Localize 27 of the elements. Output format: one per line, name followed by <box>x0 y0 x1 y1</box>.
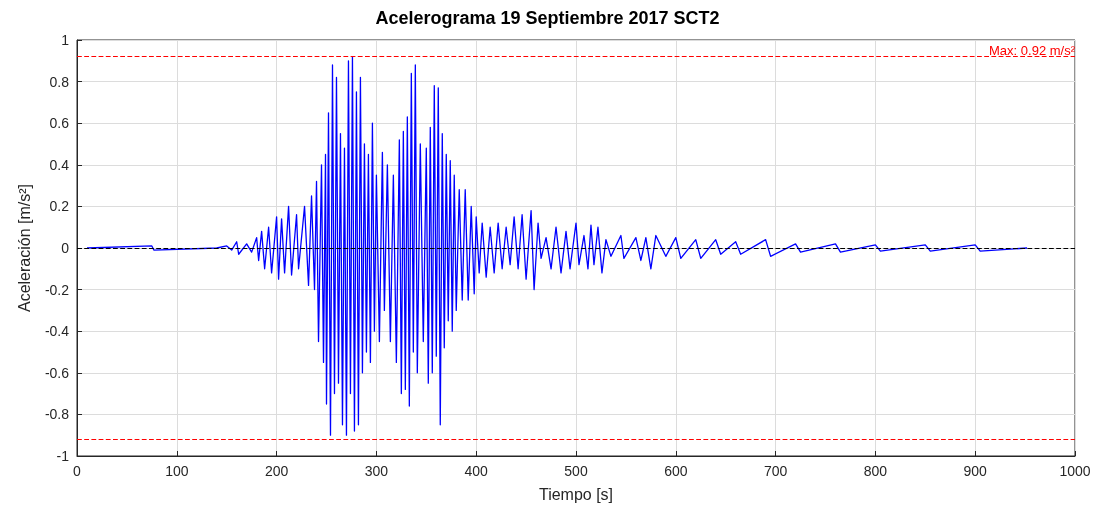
x-tick-label: 300 <box>364 463 389 479</box>
y-tick-label: 0.8 <box>49 73 70 90</box>
y-tick-label: 0 <box>61 240 70 256</box>
line-series <box>86 55 1028 436</box>
x-axis-title: Tiempo [s] <box>538 485 614 503</box>
y-axis-title: Aceleración [m/s²] <box>15 183 33 313</box>
x-tick-label: 600 <box>664 463 688 479</box>
x-tick-label: 800 <box>863 463 888 479</box>
x-tick-label: 0 <box>73 463 82 479</box>
x-tick-label: 1000 <box>1059 463 1091 479</box>
ref-line-label: Max: 0.92 m/s² <box>989 42 1076 58</box>
y-tick-label: -0.6 <box>44 364 70 381</box>
x-tick-label: 400 <box>464 463 489 479</box>
y-tick-label: -0.8 <box>44 406 70 423</box>
y-tick-label: 0.6 <box>49 115 70 132</box>
y-tick-label: 1 <box>61 32 70 48</box>
x-tick-label: 200 <box>264 463 289 479</box>
y-tick-label: -0.2 <box>44 281 70 298</box>
chart-title: Acelerograma 19 Septiembre 2017 SCT2 <box>375 8 720 28</box>
y-tick-label: -1 <box>56 448 70 464</box>
x-tick-label: 900 <box>963 463 988 479</box>
x-tick-label: 500 <box>564 463 588 479</box>
y-tick-label: -0.4 <box>44 323 70 340</box>
y-tick-label: 0.4 <box>49 156 70 173</box>
y-tick-label: 0.2 <box>49 198 70 215</box>
x-tick-label: 700 <box>763 463 788 479</box>
x-tick-label: 100 <box>165 463 189 479</box>
